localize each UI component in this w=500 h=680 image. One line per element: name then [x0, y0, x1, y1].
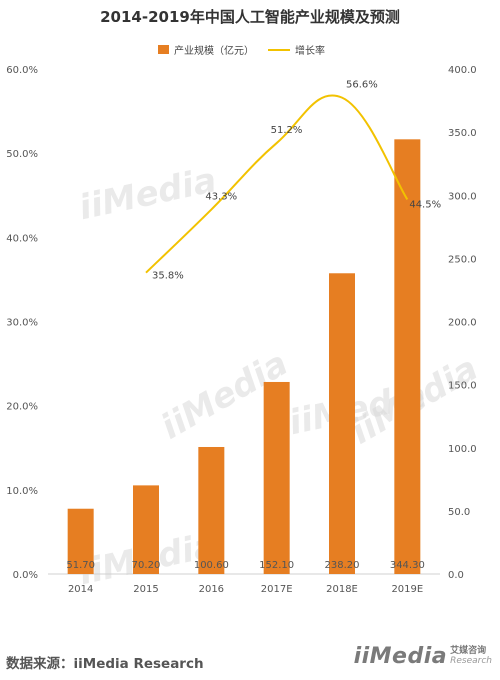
logo-side: 艾媒咨询 Research	[450, 646, 492, 669]
left-axis-tick-label: 20.0%	[6, 402, 38, 413]
bar-2017E	[263, 381, 290, 574]
x-axis-tick-label: 2014	[68, 584, 93, 595]
left-axis-tick-label: 40.0%	[6, 233, 38, 244]
bar-value-label: 238.20	[325, 560, 360, 571]
left-axis-tick-label: 10.0%	[6, 486, 38, 497]
growth-rate-label: 35.8%	[152, 271, 184, 282]
source-note: 数据来源：iiMedia Research	[6, 656, 204, 672]
left-axis-tick-label: 50.0%	[6, 149, 38, 160]
bar-value-label: 70.20	[132, 560, 161, 571]
logo-cn-text: 艾媒咨询	[450, 646, 487, 656]
left-axis-tick-label: 60.0%	[6, 65, 38, 76]
right-axis-tick-label: 300.0	[448, 191, 477, 202]
legend-line-swatch	[268, 48, 290, 51]
growth-rate-label: 51.2%	[271, 125, 303, 136]
x-axis-tick-label: 2018E	[326, 584, 358, 595]
growth-rate-line	[145, 94, 409, 274]
growth-rate-label: 44.5%	[409, 199, 441, 210]
iimedia-logo: iiMedia 艾媒咨询 Research	[354, 644, 492, 669]
x-axis-tick-label: 2015	[133, 584, 158, 595]
bar-2018E	[329, 273, 355, 574]
right-axis-tick-label: 0.0	[448, 570, 464, 581]
legend-bar-swatch	[158, 45, 169, 54]
x-axis-tick-label: 2019E	[391, 584, 423, 595]
bar-value-label: 152.10	[259, 560, 294, 571]
growth-rate-label: 43.3%	[205, 192, 237, 203]
bar-2015	[133, 485, 159, 574]
legend-line-label: 增长率	[295, 46, 325, 57]
x-axis-tick-label: 2016	[199, 584, 224, 595]
legend-bar-label: 产业规模（亿元）	[174, 46, 254, 57]
bar-2019E	[394, 139, 421, 575]
watermark-0: iiMedia	[76, 160, 220, 228]
legend-item-bar: 产业规模（亿元）	[158, 42, 254, 57]
right-axis-tick-label: 350.0	[448, 128, 477, 139]
right-axis-tick-label: 150.0	[448, 381, 477, 392]
chart-title: 2014-2019年中国人工智能产业规模及预测	[100, 8, 400, 26]
x-axis-tick-label: 2017E	[261, 584, 293, 595]
logo-main-text: iiMedia	[353, 644, 448, 669]
legend-item-line: 增长率	[268, 42, 325, 57]
left-axis-tick-label: 30.0%	[6, 318, 38, 329]
logo-en-text: Research	[450, 656, 492, 666]
bar-value-label: 100.60	[194, 560, 229, 571]
right-axis-tick-label: 100.0	[448, 444, 477, 455]
bar-value-label: 344.30	[390, 560, 425, 571]
right-axis-tick-label: 400.0	[448, 65, 477, 76]
right-axis-tick-label: 200.0	[448, 318, 477, 329]
bar-2016	[198, 446, 225, 574]
right-axis-tick-label: 250.0	[448, 254, 477, 265]
right-axis-tick-label: 50.0	[448, 507, 470, 518]
chart-canvas: iiMediaiiMediaiiMediaiiMediaiiMedia0.0%1…	[6, 65, 485, 595]
growth-rate-label: 56.6%	[346, 80, 378, 91]
left-axis-tick-label: 0.0%	[13, 570, 38, 581]
bar-value-label: 51.70	[66, 560, 95, 571]
bar-2014	[67, 508, 94, 574]
